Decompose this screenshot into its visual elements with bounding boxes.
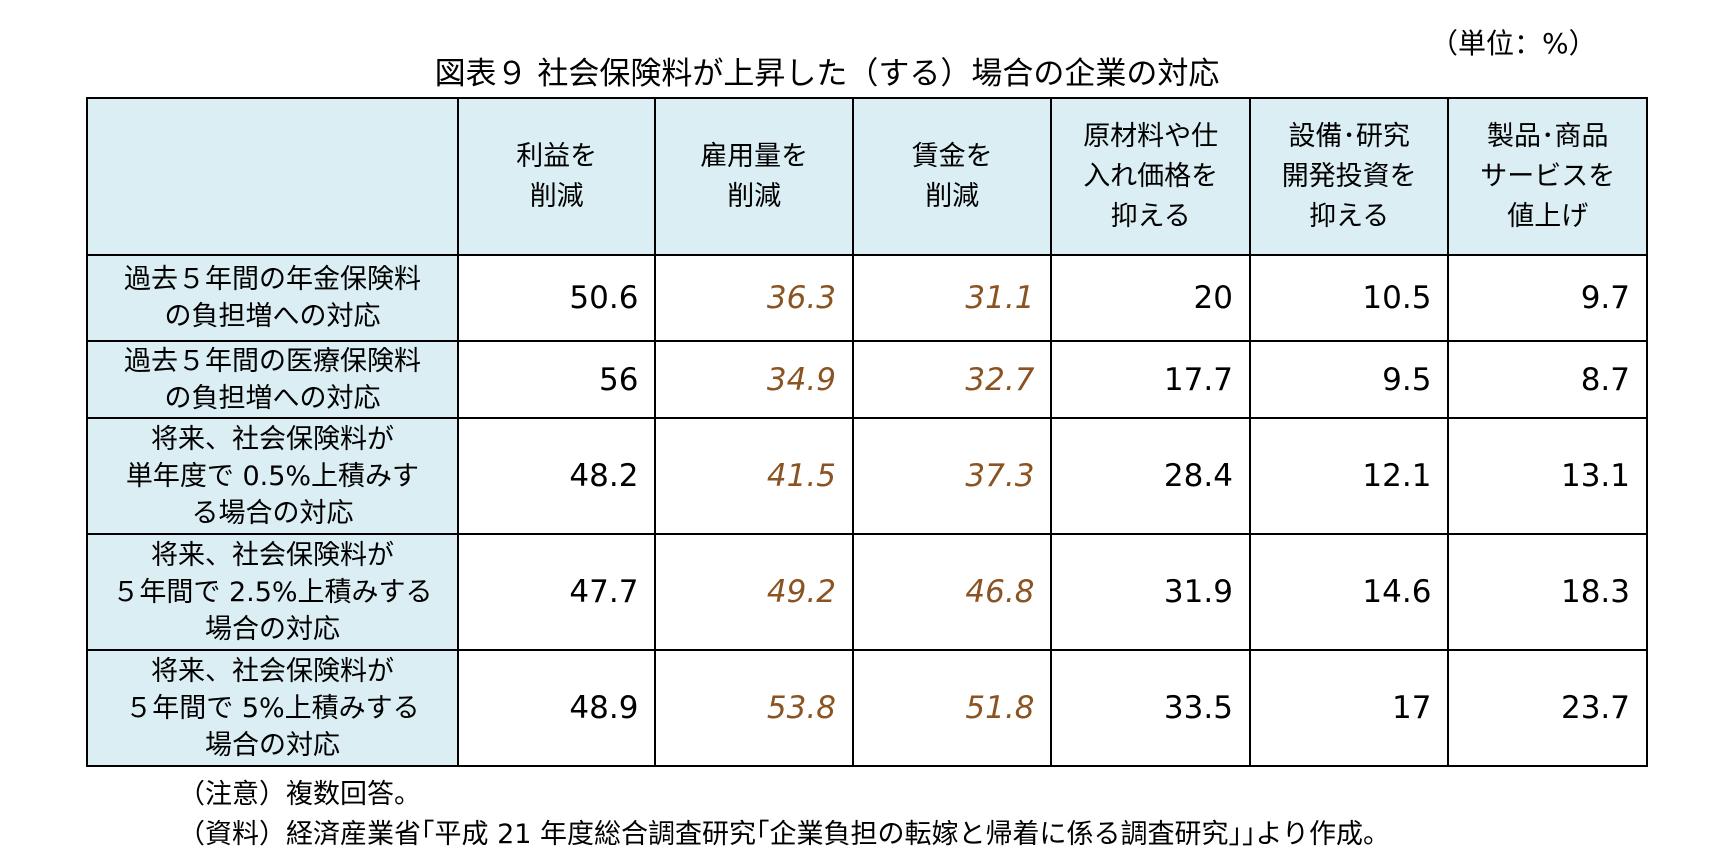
column-header: 原材料や仕 入れ価格を 抑える (1050, 97, 1251, 256)
table-cell: 13.1 (1447, 417, 1648, 535)
table-cell: 14.6 (1248, 533, 1450, 651)
header-corner (86, 97, 459, 256)
table-cell: 46.8 (851, 533, 1053, 651)
row-header: 過去５年間の年金保険料 の負担増への対応 (86, 254, 459, 342)
table-cell: 17 (1248, 649, 1450, 767)
table-cell: 33.5 (1050, 649, 1251, 767)
table-cell: 56 (456, 340, 657, 419)
row-header: 過去５年間の医療保険料 の負担増への対応 (86, 340, 459, 419)
table-cell: 50.6 (456, 254, 657, 342)
table-cell: 17.7 (1050, 340, 1251, 419)
table-cell: 53.8 (654, 649, 854, 767)
header-row: 利益を 削減 雇用量を 削減 賃金を 削減 原材料や仕 入れ価格を 抑える 設備… (86, 97, 1648, 256)
table-cell: 31.1 (851, 254, 1053, 342)
table-cell: 48.2 (456, 417, 657, 535)
table-row: 過去５年間の医療保険料 の負担増への対応 56 34.9 32.7 17.7 9… (86, 340, 1648, 419)
table-cell: 20 (1050, 254, 1251, 342)
table-cell: 36.3 (654, 254, 854, 342)
table-cell: 47.7 (456, 533, 657, 651)
table-title: 図表９ 社会保険料が上昇した（する）場合の企業の対応 (434, 56, 1220, 92)
table-cell: 41.5 (654, 417, 854, 535)
table-cell: 9.7 (1447, 254, 1648, 342)
row-header: 将来、社会保険料が ５年間で 5%上積みする 場合の対応 (86, 649, 459, 767)
table-cell: 31.9 (1050, 533, 1251, 651)
table-cell: 48.9 (456, 649, 657, 767)
table-cell: 8.7 (1447, 340, 1648, 419)
table-cell: 10.5 (1248, 254, 1450, 342)
table-cell: 32.7 (851, 340, 1053, 419)
table-row: 将来、社会保険料が 単年度で 0.5%上積みす る場合の対応 48.2 41.5… (86, 417, 1648, 535)
table-cell: 34.9 (654, 340, 854, 419)
table-row: 過去５年間の年金保険料 の負担増への対応 50.6 36.3 31.1 20 1… (86, 254, 1648, 342)
table-cell: 37.3 (851, 417, 1053, 535)
column-header: 利益を 削減 (456, 97, 657, 256)
table-cell: 9.5 (1248, 340, 1450, 419)
table-cell: 51.8 (851, 649, 1053, 767)
row-header: 将来、社会保険料が 単年度で 0.5%上積みす る場合の対応 (86, 417, 459, 535)
column-header: 製品･商品 サービスを 値上げ (1447, 97, 1648, 256)
column-header: 賃金を 削減 (851, 97, 1053, 256)
unit-label: （単位：%） (1430, 27, 1597, 60)
table-row: 将来、社会保険料が ５年間で 5%上積みする 場合の対応 48.9 53.8 5… (86, 649, 1648, 767)
data-table: 利益を 削減 雇用量を 削減 賃金を 削減 原材料や仕 入れ価格を 抑える 設備… (86, 97, 1648, 767)
table-cell: 28.4 (1050, 417, 1251, 535)
table-row: 将来、社会保険料が ５年間で 2.5%上積みする 場合の対応 47.7 49.2… (86, 533, 1648, 651)
source-text: （資料）経済産業省｢平成 21 年度総合調査研究｢企業負担の転嫁と帰着に係る調査… (178, 819, 1390, 850)
note-text: （注意）複数回答。 (178, 779, 421, 810)
table-cell: 49.2 (654, 533, 854, 651)
table-cell: 12.1 (1248, 417, 1450, 535)
row-header: 将来、社会保険料が ５年間で 2.5%上積みする 場合の対応 (86, 533, 459, 651)
table-cell: 18.3 (1447, 533, 1648, 651)
table-cell: 23.7 (1447, 649, 1648, 767)
column-header: 設備･研究 開発投資を 抑える (1248, 97, 1450, 256)
column-header: 雇用量を 削減 (654, 97, 854, 256)
